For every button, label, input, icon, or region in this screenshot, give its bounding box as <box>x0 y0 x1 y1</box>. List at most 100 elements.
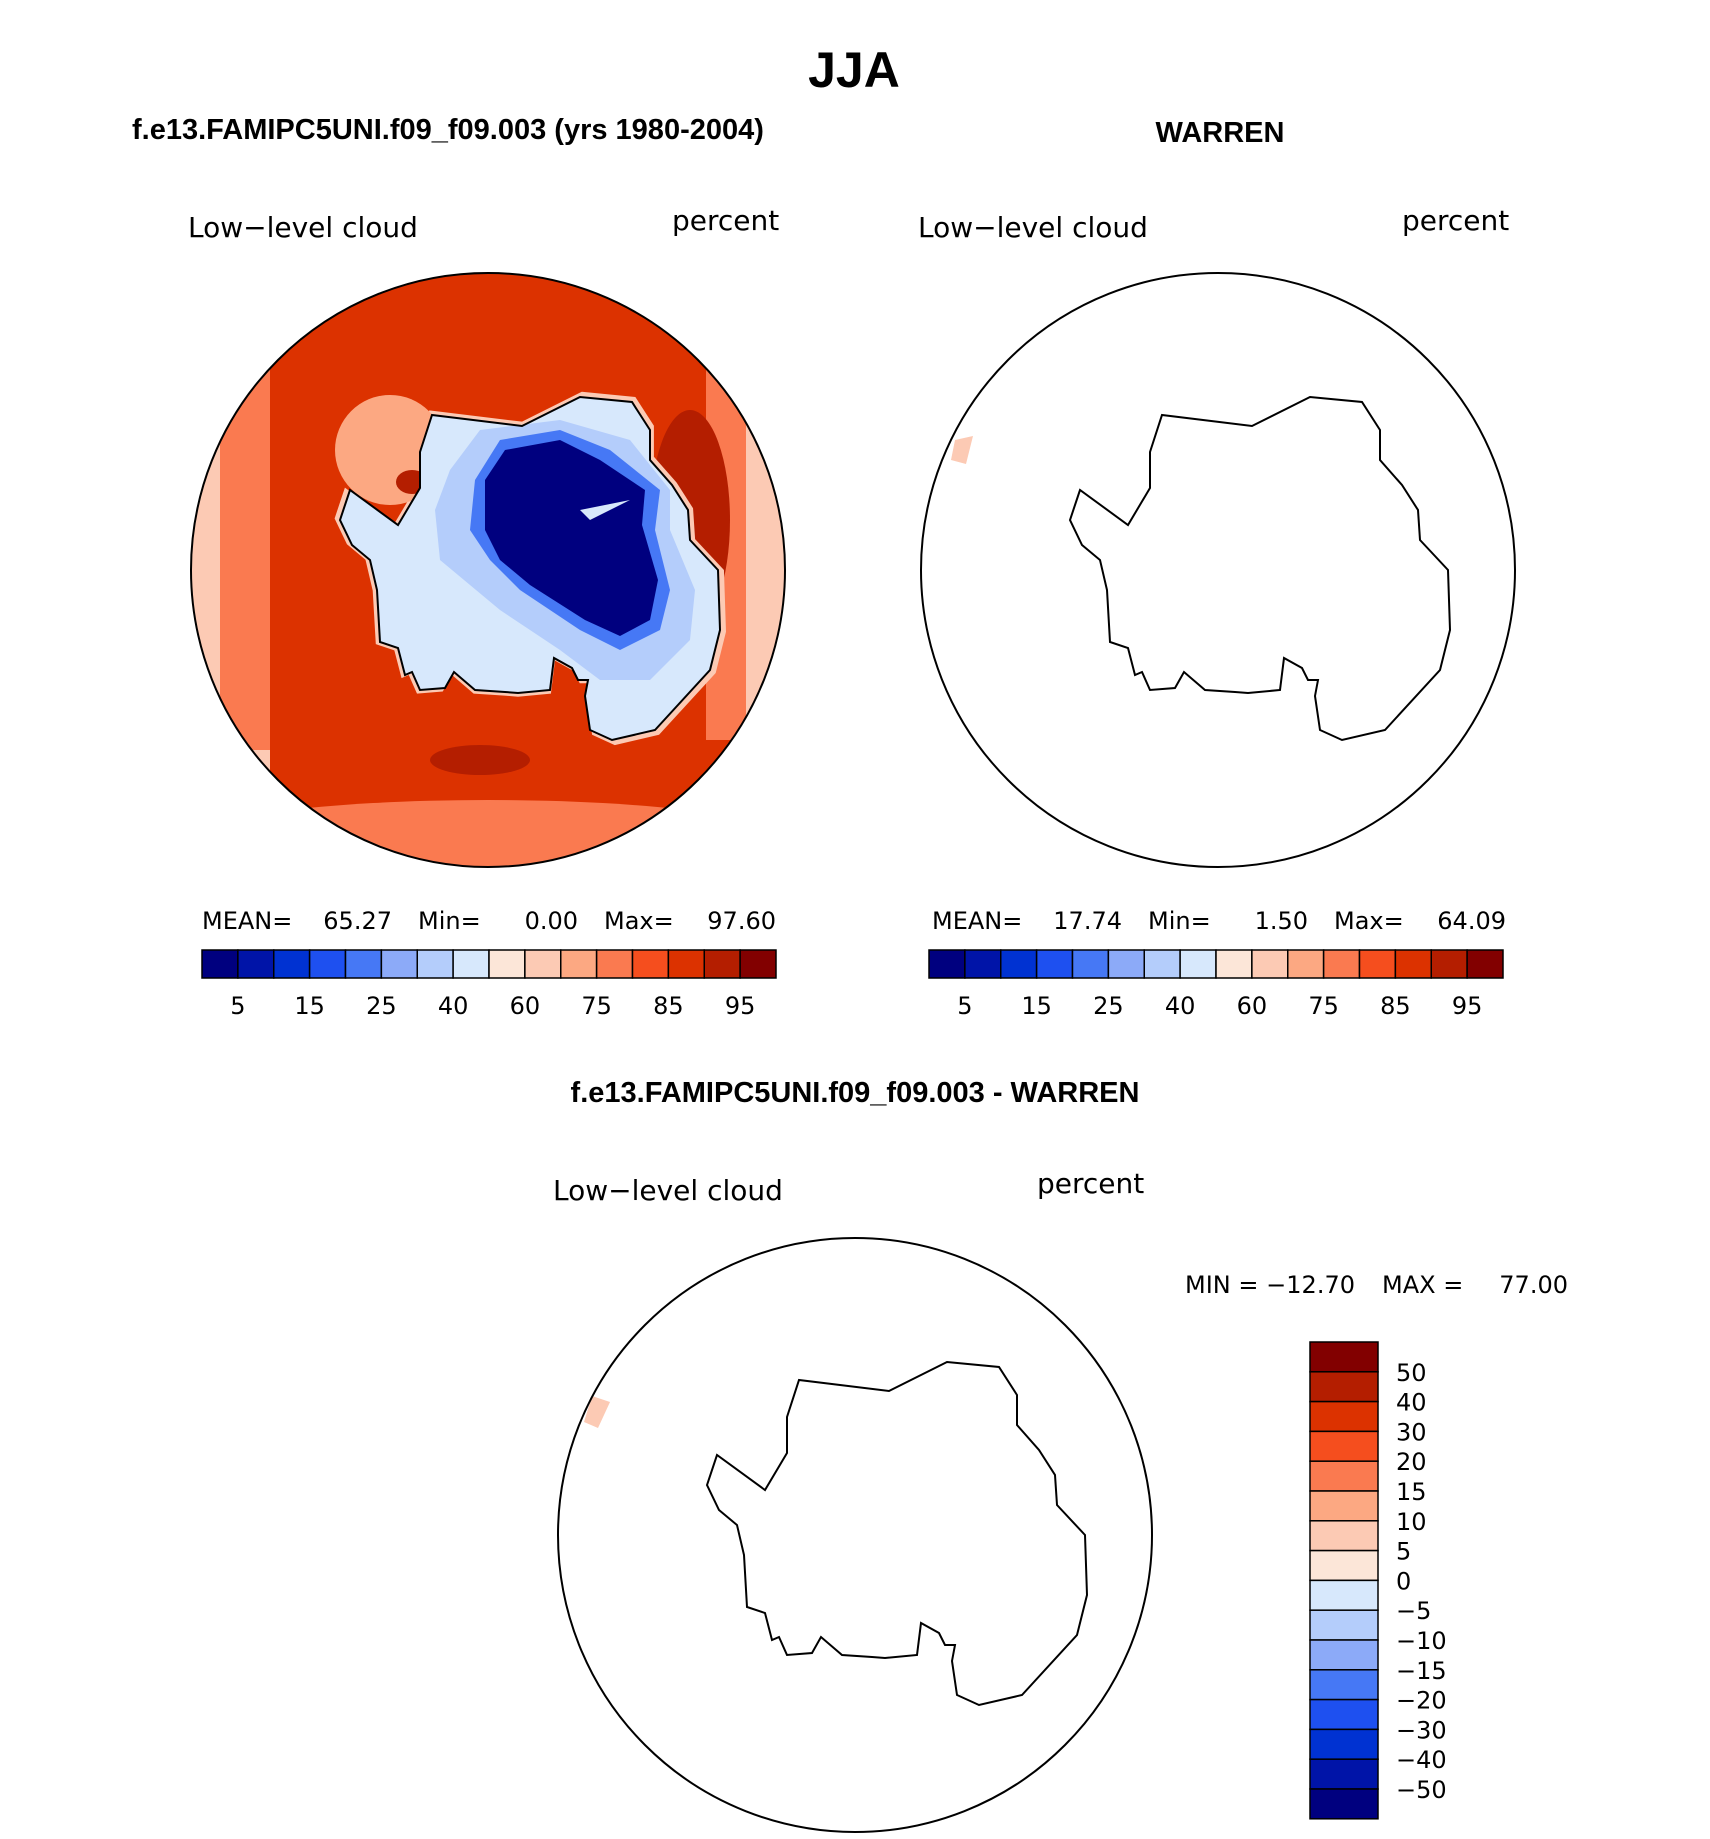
model-colorbar-box <box>416 949 454 979</box>
panel-model-variable: Low−level cloud <box>188 211 418 244</box>
model-colorbar-tick-label: 5 <box>230 992 245 1020</box>
diff-colorbar-box <box>1309 1460 1379 1492</box>
diff-colorbar-box <box>1309 1520 1379 1552</box>
model-min-value: 0.00 <box>525 907 578 935</box>
obs-colorbar-box <box>1358 949 1397 979</box>
panel-model: f.e13.FAMIPC5UNI.f09_f09.003 (yrs 1980-2… <box>132 114 786 1020</box>
panel-obs-variable: Low−level cloud <box>918 211 1148 244</box>
diff-colorbar-tick-label: −30 <box>1396 1716 1447 1744</box>
model-colorbar-box <box>452 949 490 979</box>
obs-colorbar-tick-label: 40 <box>1165 992 1196 1020</box>
obs-colorbar-box <box>1215 949 1253 979</box>
model-colorbar: 5 15 25 40 60 75 85 95 <box>201 949 777 1020</box>
diff-colorbar-box <box>1309 1579 1379 1611</box>
obs-colorbar-tick-label: 75 <box>1308 992 1339 1020</box>
diff-colorbar-box <box>1309 1490 1379 1522</box>
model-colorbar-tick-label: 60 <box>510 992 541 1020</box>
diff-colorbar-box <box>1309 1371 1379 1403</box>
model-mean-value: 65.27 <box>323 907 392 935</box>
model-colorbar-box <box>560 949 598 979</box>
model-colorbar-tick-label: 25 <box>366 992 397 1020</box>
obs-colorbar-tick-label: 60 <box>1237 992 1268 1020</box>
diff-colorbar-tick-label: −40 <box>1396 1746 1447 1774</box>
model-colorbar-box <box>524 949 562 979</box>
obs-colorbar-box <box>1322 949 1361 979</box>
model-colorbar-tick-label: 40 <box>438 992 469 1020</box>
model-colorbar-box <box>237 949 275 979</box>
model-colorbar-tick-label: 85 <box>653 992 684 1020</box>
model-colorbar-tick-label: 95 <box>725 992 756 1020</box>
diff-colorbar-box <box>1309 1669 1379 1701</box>
obs-map-border <box>920 272 1516 868</box>
diff-max-value: 77.00 <box>1499 1271 1568 1299</box>
model-colorbar-box <box>667 949 705 979</box>
obs-colorbar-box <box>1251 949 1289 979</box>
diff-colorbar-tick-label: 30 <box>1396 1418 1427 1446</box>
obs-colorbar-box <box>1287 949 1325 979</box>
panel-obs-heading: WARREN <box>1156 117 1285 149</box>
diff-colorbar-box <box>1309 1430 1379 1462</box>
obs-coastline <box>1069 396 1451 741</box>
diff-colorbar-box <box>1309 1758 1379 1790</box>
obs-colorbar-box <box>1071 949 1110 979</box>
model-colorbar-box <box>703 949 741 979</box>
diff-colorbar-box <box>1309 1549 1379 1582</box>
obs-mean-label: MEAN= <box>932 907 1022 935</box>
model-colorbar-box <box>595 949 634 979</box>
diff-colorbar-box <box>1309 1609 1379 1641</box>
diff-colorbar-tick-label: 15 <box>1396 1478 1427 1506</box>
model-colorbar-box <box>739 949 777 979</box>
main-title: JJA <box>808 42 900 98</box>
panel-model-heading: f.e13.FAMIPC5UNI.f09_f09.003 (yrs 1980-2… <box>132 114 764 146</box>
obs-colorbar-box <box>1179 949 1217 979</box>
obs-colorbar-box <box>1107 949 1145 979</box>
model-colorbar-tick-label: 75 <box>581 992 612 1020</box>
diff-colorbar-box <box>1309 1341 1379 1373</box>
model-max-label: Max= <box>604 907 674 935</box>
obs-colorbar-box <box>1035 949 1074 979</box>
panel-model-units: percent <box>672 204 779 237</box>
panel-diff-units: percent <box>1037 1167 1144 1200</box>
diff-stats: MIN = −12.70 MAX = 77.00 <box>1185 1271 1568 1299</box>
obs-stats: MEAN= 17.74 Min= 1.50 Max= 64.09 <box>932 907 1506 935</box>
diff-data-patch <box>584 1396 610 1428</box>
model-colorbar-box <box>631 949 670 979</box>
diff-max-label: MAX = <box>1382 1271 1463 1299</box>
obs-colorbar-box <box>1430 949 1468 979</box>
model-colorbar-box <box>201 949 239 979</box>
obs-colorbar-box <box>964 949 1002 979</box>
panel-diff-heading: f.e13.FAMIPC5UNI.f09_f09.003 - WARREN <box>571 1077 1140 1109</box>
diff-colorbar-box <box>1309 1400 1379 1433</box>
model-min-label: Min= <box>418 907 481 935</box>
diff-colorbar-tick-label: −10 <box>1396 1627 1447 1655</box>
diff-colorbar-tick-label: 50 <box>1396 1359 1427 1387</box>
panel-diff-variable: Low−level cloud <box>553 1174 783 1207</box>
model-mean-label: MEAN= <box>202 907 292 935</box>
model-colorbar-box <box>308 949 347 979</box>
diff-colorbar-box <box>1309 1698 1379 1731</box>
obs-colorbar-tick-label: 5 <box>957 992 972 1020</box>
obs-colorbar-box <box>1000 949 1038 979</box>
diff-colorbar-tick-label: 40 <box>1396 1389 1427 1417</box>
model-map-border <box>190 272 786 868</box>
obs-colorbar-tick-label: 15 <box>1021 992 1052 1020</box>
obs-colorbar-box <box>1394 949 1432 979</box>
obs-mean-value: 17.74 <box>1053 907 1122 935</box>
diff-colorbar-box <box>1309 1788 1379 1820</box>
obs-data-patch <box>951 436 973 464</box>
panel-diff: f.e13.FAMIPC5UNI.f09_f09.003 - WARREN Lo… <box>553 1077 1568 1833</box>
model-max-value: 97.60 <box>707 907 776 935</box>
model-stats: MEAN= 65.27 Min= 0.00 Max= 97.60 <box>202 907 776 935</box>
obs-colorbar-box <box>928 949 966 979</box>
diff-coastline <box>706 1361 1088 1706</box>
obs-colorbar-box <box>1466 949 1504 979</box>
obs-min-value: 1.50 <box>1255 907 1308 935</box>
obs-max-label: Max= <box>1334 907 1404 935</box>
model-contour-field <box>191 273 785 867</box>
panel-obs: WARREN Low−level cloud percent MEAN= 17.… <box>918 117 1516 1020</box>
diff-colorbar-tick-label: −5 <box>1396 1597 1431 1625</box>
diff-colorbar-tick-label: 20 <box>1396 1448 1427 1476</box>
obs-colorbar: 5 15 25 40 60 75 85 95 <box>928 949 1504 1020</box>
